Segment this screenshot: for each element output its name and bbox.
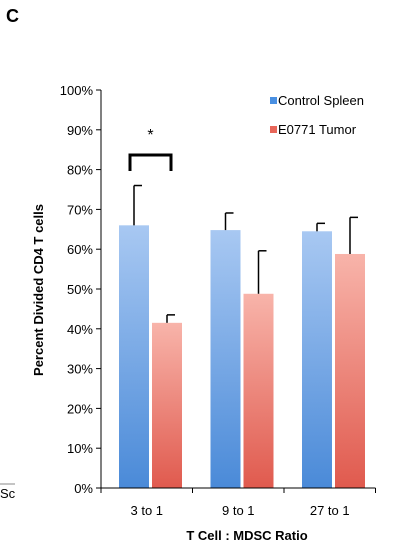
bar-control-spleen — [119, 225, 149, 488]
y-tick-label: 30% — [67, 362, 93, 377]
legend-label-tumor: E0771 Tumor — [278, 122, 357, 137]
y-tick-label: 90% — [67, 123, 93, 138]
x-axis: 3 to 1 9 to 1 27 to 1 — [100, 487, 376, 518]
legend-label-control: Control Spleen — [278, 93, 364, 108]
x-tick-label: 9 to 1 — [222, 503, 255, 518]
bar-e0771-tumor — [243, 293, 274, 488]
panel-label: C — [6, 6, 19, 26]
x-tick-label: 27 to 1 — [310, 503, 350, 518]
y-tick-label: 20% — [67, 401, 93, 416]
y-tick-label: 10% — [67, 441, 93, 456]
bar-e0771-tumor — [152, 322, 182, 488]
y-tick-label: 70% — [67, 202, 93, 217]
y-axis-title: Percent Divided CD4 T cells — [31, 204, 46, 376]
bar-control-spleen — [210, 230, 241, 488]
x-tick-label: 3 to 1 — [130, 503, 163, 518]
legend-swatch-tumor — [270, 126, 277, 133]
y-tick-label: 100% — [60, 83, 94, 98]
error-bars — [133, 184, 358, 323]
y-tick-label: 60% — [67, 242, 93, 257]
significance-star: * — [147, 127, 153, 144]
bar-e0771-tumor — [335, 253, 365, 488]
x-axis-title: T Cell : MDSC Ratio — [186, 528, 307, 543]
y-axis: 0% 10% 20% 30% 40% 50% 60% 70% 80% 90% 100% — [60, 83, 102, 496]
cropped-panel-text: Sc — [0, 486, 16, 501]
bar-control-spleen — [302, 231, 332, 489]
y-tick-label: 50% — [67, 282, 93, 297]
bars — [119, 225, 365, 489]
significance-bracket — [128, 153, 173, 171]
y-tick-label: 40% — [67, 322, 93, 337]
legend: Control Spleen E0771 Tumor — [270, 93, 364, 137]
y-tick-label: 80% — [67, 163, 93, 178]
y-tick-label: 0% — [74, 481, 93, 496]
legend-swatch-control — [270, 97, 277, 104]
